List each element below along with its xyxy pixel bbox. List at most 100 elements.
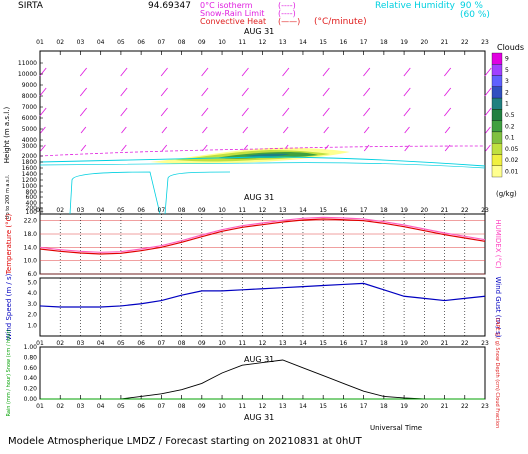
wind-barb (79, 67, 88, 77)
upper-air-content (39, 67, 492, 215)
wind-barb (39, 87, 47, 97)
wind-barb (444, 126, 451, 134)
legend-right-key: 90 % (460, 1, 483, 11)
hour-tick-label: 05 (117, 340, 125, 347)
hour-tick-label: 05 (117, 39, 125, 46)
hour-tick-label: 15 (319, 207, 327, 214)
wind-ytick-label: 1.0 (27, 322, 37, 329)
colorbar-label: 0.02 (505, 157, 519, 164)
wind-barb (120, 87, 128, 97)
precip-ytick-label: 0.00 (24, 396, 38, 403)
wind-ylabel: Wind Speed (m / s) (5, 273, 13, 340)
wind-ytick-label: 3.0 (27, 301, 37, 308)
upper-ytick-label: 10000 (18, 71, 37, 78)
upper-ytick-label: 100 (26, 209, 38, 216)
upper-ytick-label: 4000 (22, 137, 37, 144)
wind-barb (443, 67, 452, 77)
wind-barb (484, 87, 492, 97)
hour-tick-label: 14 (299, 403, 307, 410)
hour-tick-label: 17 (360, 403, 368, 410)
hour-tick-label: 22 (461, 207, 469, 214)
colorbar-cell (491, 165, 503, 178)
hour-tick-label: 03 (77, 207, 85, 214)
wind-barb (282, 107, 290, 117)
colorbar-label: 0.1 (505, 135, 515, 142)
hour-tick-label: 14 (299, 207, 307, 214)
hour-tick-label: 19 (400, 340, 408, 347)
temp-ytick-label: 18.0 (24, 231, 38, 238)
hour-tick-label: 06 (137, 207, 145, 214)
colorbar-cell (491, 86, 503, 99)
hour-tick-label: 13 (279, 340, 287, 347)
wind-barb (403, 67, 411, 77)
hour-tick-label: 12 (259, 207, 267, 214)
wind-barb (80, 144, 87, 152)
hour-tick-label: 14 (299, 39, 307, 46)
hour-tick-label: 09 (198, 207, 206, 214)
temp-ytick-label: 22.0 (24, 218, 38, 225)
wind-ytick-label: 4.0 (27, 290, 37, 297)
top-hour-axis: 01 02 03 04 05 06 07 08 09 10 11 12 13 14 15 16 17 18 19 20… (36, 39, 489, 55)
legend-unit: (°C/minute) (314, 17, 367, 27)
hour-tick-label: 08 (178, 39, 186, 46)
hour-tick-label: 23 (481, 207, 489, 214)
hour-tick-label: 18 (380, 403, 388, 410)
precip-ytick-label: 0.80 (24, 354, 38, 361)
hour-tick-label: 20 (420, 207, 428, 214)
wind-barb (39, 107, 47, 117)
wind-barb (201, 67, 209, 77)
wind-barb (363, 144, 370, 152)
colorbar-label: 0.01 (505, 168, 519, 175)
hour-tick-label: 21 (441, 403, 449, 410)
hour-tick-label: 13 (279, 39, 287, 46)
wind-barb (160, 107, 168, 117)
colorbar-label: 1 (505, 101, 509, 108)
date-label-bottom: AUG 31 (244, 413, 274, 422)
wind-barb (323, 126, 329, 134)
wind-barb (403, 107, 411, 117)
hour-tick-label: 09 (198, 39, 206, 46)
hour-tick-label: 03 (77, 39, 85, 46)
wind-barb (121, 144, 127, 152)
colorbar-label: 3 (505, 78, 509, 85)
upper-ytick-label: 400 (26, 200, 38, 207)
rh-low-contour (69, 171, 161, 215)
hour-tick-label: 16 (340, 340, 348, 347)
wind-barb (120, 107, 128, 117)
coords-label: 94.69347 (148, 1, 191, 11)
upper-ytick-label: 1000 (22, 183, 37, 190)
hour-tick-label: 17 (360, 340, 368, 347)
hour-tick-label: 07 (158, 403, 166, 410)
footer-text: Modele Atmospherique LMDZ / Forecast sta… (8, 436, 363, 447)
hour-tick-label: 21 (441, 207, 449, 214)
hour-tick-label: 11 (238, 340, 246, 347)
hour-tick-label: 17 (360, 207, 368, 214)
wind-barb (202, 144, 208, 152)
wind-barb (39, 67, 47, 77)
bottom-hour-axis: 01 02 03 04 05 06 07 08 09 10 11 12 13 14 15 16 17 18 19 20… (36, 395, 489, 410)
temp-ylabel-right: HUMIDEX (°C) (494, 219, 502, 268)
wind-barb (282, 67, 290, 77)
hour-tick-label: 13 (279, 403, 287, 410)
wind-content (39, 278, 486, 336)
hour-tick-label: 04 (97, 340, 105, 347)
temperature-yaxis: 22.0 18.0 14.0 10.0 6.0 (24, 218, 38, 278)
rh-low-contour-2 (164, 171, 231, 215)
hour-tick-label: 21 (441, 340, 449, 347)
wind-barb (121, 126, 127, 134)
colorbar-label: 2 (505, 89, 509, 96)
upper-ytick-label: 6000 (22, 115, 37, 122)
hour-tick-label: 02 (56, 39, 64, 46)
wind-barb (161, 126, 168, 134)
legend-left-key: (----) (278, 1, 296, 10)
wind-barb (485, 144, 491, 152)
hour-tick-label: 22 (461, 340, 469, 347)
upper-ytick-label: 3000 (22, 143, 37, 150)
wind-barb (241, 107, 249, 117)
hour-tick-label: 23 (481, 39, 489, 46)
wind-barb (161, 144, 168, 152)
wind-barb (404, 144, 410, 152)
hour-tick-label: 10 (218, 340, 226, 347)
wind-barb (282, 87, 290, 97)
